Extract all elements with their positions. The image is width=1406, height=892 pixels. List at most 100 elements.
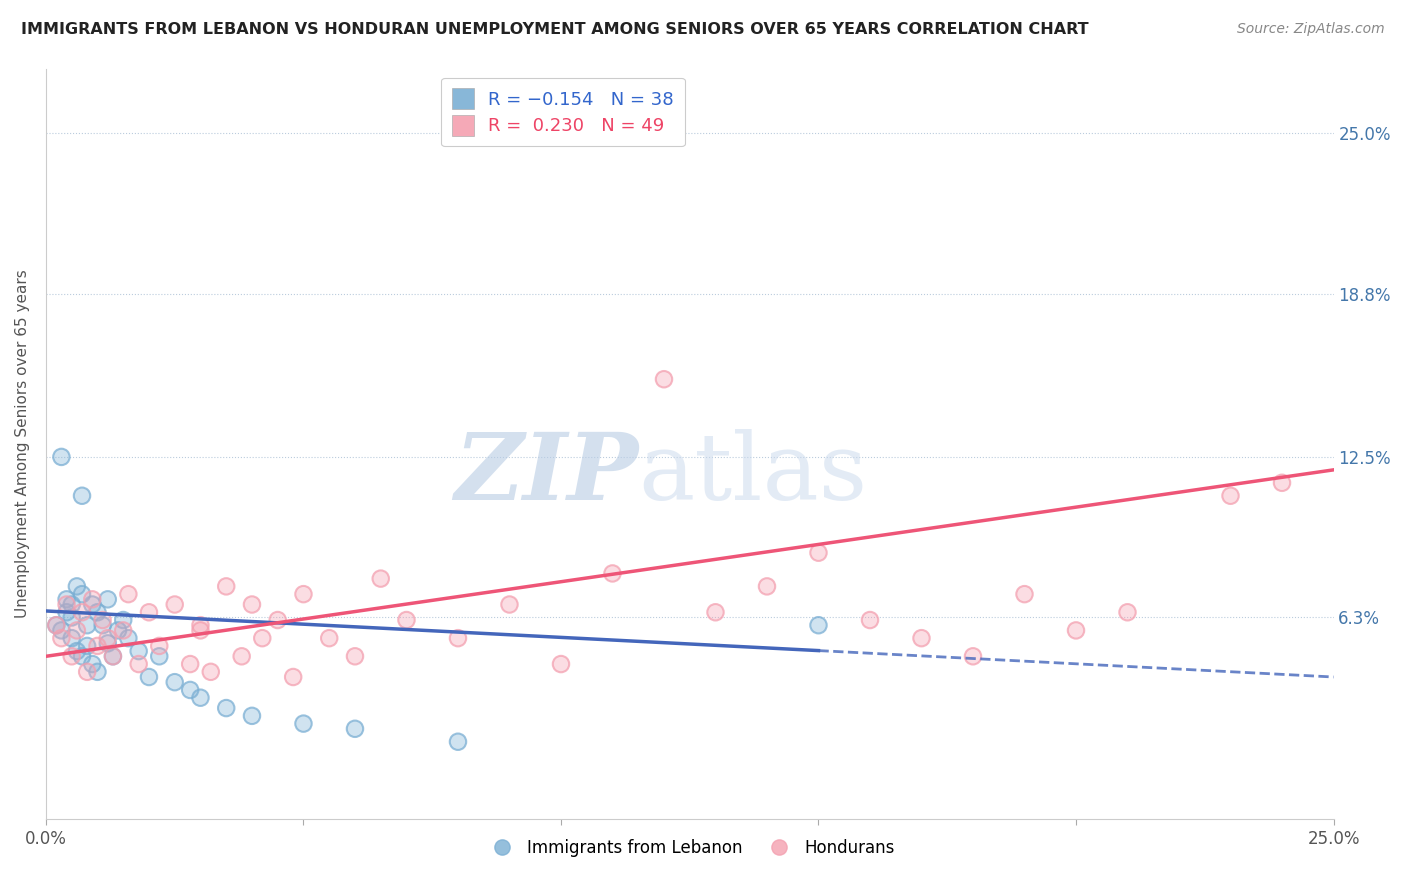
Point: [962, 649, 984, 664]
Point: [117, 587, 139, 601]
Point: [179, 682, 201, 697]
Point: [60, 631, 83, 645]
Point: [1116, 605, 1139, 619]
Point: [395, 613, 418, 627]
Point: [82, 592, 104, 607]
Point: [190, 624, 212, 638]
Text: IMMIGRANTS FROM LEBANON VS HONDURAN UNEMPLOYMENT AMONG SENIORS OVER 65 YEARS COR: IMMIGRANTS FROM LEBANON VS HONDURAN UNEM…: [21, 22, 1088, 37]
Point: [112, 624, 135, 638]
Point: [138, 670, 160, 684]
Point: [652, 372, 675, 386]
Point: [107, 624, 129, 638]
Point: [66, 624, 89, 638]
Point: [231, 649, 253, 664]
Point: [602, 566, 624, 581]
Point: [148, 649, 170, 664]
Point: [200, 665, 222, 679]
Point: [190, 690, 212, 705]
Point: [51, 450, 73, 464]
Point: [215, 579, 238, 593]
Point: [112, 613, 135, 627]
Point: [86, 639, 108, 653]
Point: [117, 631, 139, 645]
Point: [66, 579, 89, 593]
Point: [292, 587, 315, 601]
Point: [112, 624, 135, 638]
Point: [128, 644, 150, 658]
Point: [86, 605, 108, 619]
Point: [807, 618, 830, 632]
Point: [55, 605, 77, 619]
Point: [66, 624, 89, 638]
Point: [1219, 489, 1241, 503]
Point: [70, 605, 93, 619]
Point: [148, 639, 170, 653]
Point: [283, 670, 305, 684]
Point: [200, 665, 222, 679]
Point: [45, 618, 67, 632]
Point: [55, 598, 77, 612]
Point: [117, 587, 139, 601]
Point: [66, 644, 89, 658]
Point: [97, 636, 120, 650]
Point: [318, 631, 340, 645]
Point: [447, 631, 470, 645]
Point: [76, 665, 98, 679]
Point: [252, 631, 274, 645]
Point: [76, 639, 98, 653]
Point: [45, 618, 67, 632]
Point: [82, 598, 104, 612]
Point: [76, 639, 98, 653]
Point: [190, 690, 212, 705]
Point: [292, 716, 315, 731]
Point: [55, 592, 77, 607]
Point: [86, 605, 108, 619]
Point: [652, 372, 675, 386]
Point: [60, 610, 83, 624]
Point: [91, 618, 114, 632]
Point: [163, 598, 186, 612]
Point: [97, 592, 120, 607]
Point: [215, 701, 238, 715]
Point: [138, 605, 160, 619]
Point: [148, 639, 170, 653]
Point: [447, 735, 470, 749]
Point: [51, 631, 73, 645]
Point: [179, 682, 201, 697]
Point: [292, 587, 315, 601]
Point: [231, 649, 253, 664]
Point: [82, 598, 104, 612]
Point: [807, 618, 830, 632]
Point: [55, 605, 77, 619]
Point: [807, 546, 830, 560]
Point: [97, 636, 120, 650]
Point: [190, 624, 212, 638]
Point: [240, 709, 263, 723]
Point: [807, 546, 830, 560]
Point: [962, 649, 984, 664]
Point: [148, 649, 170, 664]
Point: [267, 613, 290, 627]
Point: [86, 639, 108, 653]
Point: [179, 657, 201, 671]
Point: [117, 631, 139, 645]
Point: [82, 592, 104, 607]
Point: [498, 598, 520, 612]
Point: [66, 579, 89, 593]
Point: [190, 618, 212, 632]
Point: [240, 598, 263, 612]
Point: [66, 644, 89, 658]
Point: [128, 657, 150, 671]
Point: [395, 613, 418, 627]
Point: [76, 618, 98, 632]
Point: [70, 649, 93, 664]
Point: [70, 649, 93, 664]
Legend: Immigrants from Lebanon, Hondurans: Immigrants from Lebanon, Hondurans: [478, 832, 901, 863]
Point: [292, 716, 315, 731]
Point: [910, 631, 932, 645]
Point: [60, 610, 83, 624]
Point: [859, 613, 882, 627]
Text: Source: ZipAtlas.com: Source: ZipAtlas.com: [1237, 22, 1385, 37]
Point: [60, 649, 83, 664]
Point: [283, 670, 305, 684]
